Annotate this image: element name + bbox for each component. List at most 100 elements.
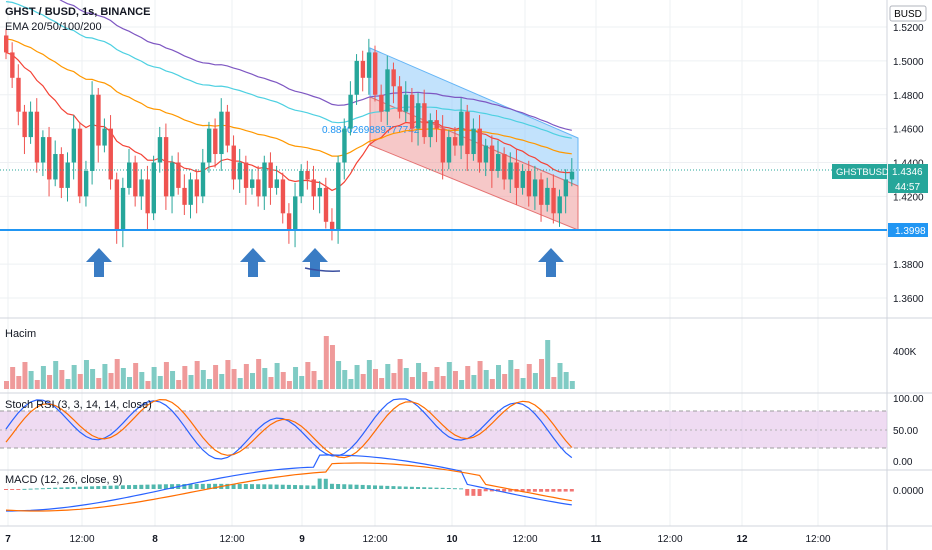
volume-bar [465, 366, 471, 389]
candle-body [219, 111, 224, 155]
volume-bar [40, 366, 46, 389]
time-tick: 11 [591, 534, 602, 545]
volume-bar [477, 361, 483, 389]
candle-body [268, 162, 273, 188]
macd-hist-bar [336, 484, 341, 489]
candle-body [323, 187, 329, 222]
macd-hist-bar [526, 489, 531, 492]
candle-body [286, 213, 292, 231]
candle-body [59, 154, 64, 188]
countdown-tag [888, 179, 928, 193]
volume-tick: 400K [893, 347, 917, 358]
macd-hist-bar [256, 484, 261, 489]
volume-bar [237, 378, 243, 389]
macd-hist-bar [409, 486, 414, 489]
volume-bar [280, 372, 286, 389]
price-tick: 1.3800 [893, 260, 924, 271]
macd-hist-bar [379, 485, 384, 489]
candle-body [237, 162, 243, 180]
volume-bar [225, 360, 231, 389]
volume-bar [194, 361, 200, 389]
volume-bar [373, 369, 378, 389]
stoch-title[interactable]: Stoch RSI (3, 3, 14, 14, close) [5, 399, 152, 411]
macd-hist-bar [403, 486, 408, 489]
volume-bar [336, 361, 342, 389]
candle-body [114, 179, 120, 231]
candle-body [342, 128, 347, 163]
stoch-tick-50: 50.00 [893, 426, 918, 437]
symbol-tag-text: GHSTBUSD [836, 167, 889, 178]
currency-badge-box[interactable] [889, 5, 927, 22]
candles [4, 28, 575, 248]
macd-hist-bar [170, 484, 175, 489]
macd-hist-bar [293, 485, 298, 489]
candle-body [213, 128, 218, 155]
candle-body [34, 111, 40, 163]
stoch-tick-100: 100.00 [893, 394, 924, 405]
macd-hist-bar [305, 485, 310, 489]
candle-body [502, 154, 507, 180]
current-price-tag [888, 164, 928, 179]
candle-body [77, 128, 83, 197]
candle-body [539, 179, 544, 205]
macd-hist-bar [274, 484, 279, 489]
candle-body [477, 128, 482, 163]
macd-hist-bar [508, 489, 513, 492]
volume-bar [127, 377, 132, 389]
time-tick: 7 [5, 534, 11, 545]
volume-bar [563, 372, 569, 389]
macd-hist-bar [422, 487, 427, 489]
macd-hist-bar [145, 484, 150, 489]
volume-bar [28, 371, 34, 389]
candle-body [391, 69, 396, 87]
symbol-title[interactable]: GHST / BUSD, 1s, BINANCE [5, 6, 151, 18]
candle-body [108, 128, 113, 180]
ema-legend[interactable]: EMA 20/50/100/200 [5, 21, 102, 33]
candle-body [145, 179, 150, 214]
volume-bar [133, 363, 139, 389]
volume-bar [391, 373, 397, 389]
volume-bar [219, 374, 225, 389]
candle-body [508, 162, 513, 180]
time-tick: 8 [152, 534, 158, 545]
up-arrow-icon [538, 248, 564, 277]
candle-body [428, 120, 433, 138]
macd-hist-bar [477, 489, 482, 496]
time-tick: 9 [299, 534, 305, 545]
macd-hist-bar [366, 485, 371, 489]
volume-title[interactable]: Hacim [5, 328, 37, 340]
volume-bar [569, 381, 575, 389]
volume-bar [434, 367, 440, 389]
candle-body [299, 170, 304, 197]
volume-bar [250, 373, 255, 389]
volume-bar [170, 371, 176, 389]
macd-hist-bar [163, 484, 168, 489]
macd-hist-bar [83, 486, 88, 489]
volume-bar [502, 374, 508, 389]
macd-title[interactable]: MACD (12, 26, close, 9) [5, 474, 123, 486]
macd-hist-bar [280, 484, 285, 489]
macd-series [4, 454, 574, 512]
candle-body [280, 179, 286, 214]
current-price: 1.4346 [892, 167, 923, 178]
candle-body [47, 137, 52, 180]
volume-bar [471, 375, 477, 389]
macd-hist-bar [157, 484, 162, 489]
channel-annotation: 0.8840269889777742 [322, 125, 420, 136]
stoch-k-line [5, 398, 573, 460]
volume-bar [120, 368, 126, 389]
ema-200-line [59, 0, 572, 131]
macd-hist-bar [182, 484, 187, 489]
volume-bar [151, 367, 157, 389]
macd-tick: 0.0000 [893, 486, 924, 497]
stoch-band [0, 411, 887, 448]
volume-bar [182, 366, 188, 389]
macd-hist-bar [200, 483, 205, 489]
volume-bar [96, 378, 102, 389]
candle-body [243, 162, 249, 188]
macd-hist-bar [545, 489, 550, 492]
volume-bar [83, 360, 89, 389]
candle-body [206, 128, 212, 163]
volume-bar [354, 365, 360, 389]
